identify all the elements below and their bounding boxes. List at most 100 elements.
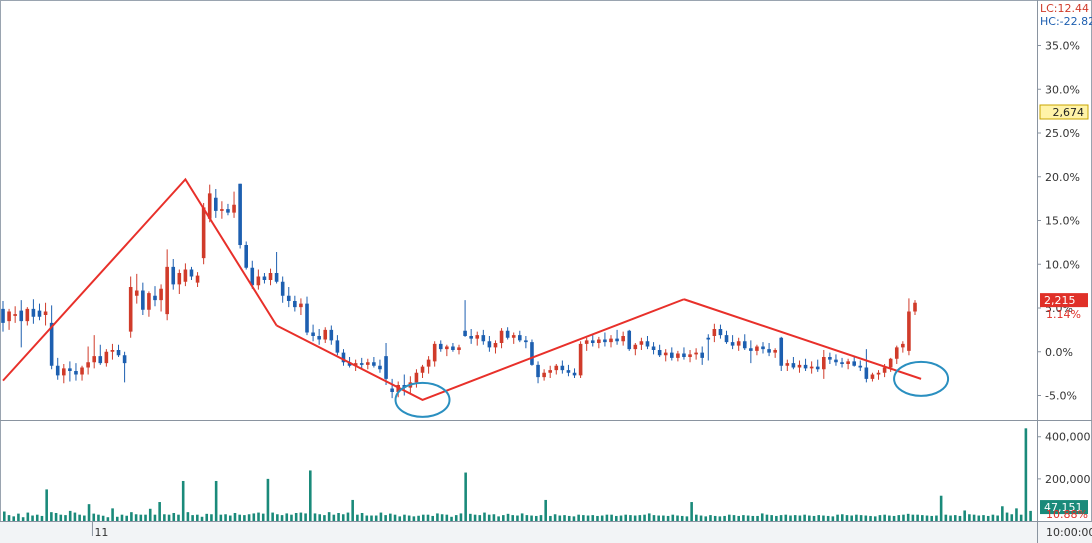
volume-bar bbox=[224, 514, 227, 521]
volume-bar bbox=[445, 514, 449, 521]
candle-body bbox=[341, 352, 346, 363]
volume-bar bbox=[92, 513, 96, 521]
volume-bar bbox=[1019, 514, 1023, 521]
volume-bar bbox=[191, 515, 194, 521]
candle-body bbox=[475, 335, 480, 339]
candle-body bbox=[785, 363, 790, 366]
candle-body bbox=[74, 371, 78, 375]
price-pane bbox=[1, 183, 917, 399]
volume-bar bbox=[379, 512, 383, 521]
volume-bar bbox=[464, 472, 467, 521]
candle-body bbox=[815, 366, 820, 370]
volume-bar bbox=[219, 514, 223, 521]
volume-bar bbox=[897, 515, 901, 521]
volume-bar bbox=[87, 504, 91, 521]
volume-bar bbox=[949, 515, 952, 521]
volume-bar bbox=[365, 515, 369, 521]
volume-bar bbox=[633, 515, 637, 521]
candle-body bbox=[907, 311, 911, 351]
volume-bar bbox=[214, 480, 218, 521]
volume-bar bbox=[1001, 506, 1004, 521]
volume-bar bbox=[789, 515, 792, 521]
volume-bar bbox=[290, 514, 293, 521]
candle-body bbox=[299, 303, 303, 308]
volume-bar bbox=[139, 514, 143, 521]
candle-body bbox=[159, 288, 163, 301]
volume-bar bbox=[172, 512, 176, 521]
volume-bar bbox=[210, 514, 213, 521]
candle-body bbox=[548, 370, 552, 373]
volume-bar bbox=[572, 516, 576, 521]
volume-bar bbox=[374, 515, 378, 521]
volume-bar bbox=[812, 515, 816, 521]
volume-bar bbox=[553, 514, 557, 521]
volume-bar bbox=[760, 513, 764, 521]
volume-bar bbox=[544, 499, 547, 521]
volume-bar bbox=[982, 515, 985, 521]
volume-bar bbox=[586, 515, 590, 521]
volume-bar bbox=[953, 515, 957, 521]
y-tick-label: -5.0% bbox=[1045, 390, 1077, 403]
volume-bar bbox=[153, 514, 157, 521]
volume-bar bbox=[59, 514, 63, 521]
volume-bar bbox=[888, 515, 891, 521]
candle-body bbox=[80, 367, 84, 375]
volume-bar bbox=[83, 515, 86, 521]
volume-bar bbox=[473, 514, 477, 521]
candle-body bbox=[280, 281, 285, 296]
candle-body bbox=[755, 346, 759, 351]
candle-body bbox=[244, 245, 248, 268]
candle-body bbox=[524, 340, 528, 343]
candle-body bbox=[256, 276, 261, 286]
candle-body bbox=[268, 273, 273, 280]
candle-body bbox=[293, 301, 297, 308]
volume-bar bbox=[563, 515, 566, 521]
volume-bar bbox=[671, 514, 675, 521]
volume-bar bbox=[50, 512, 53, 521]
candle-body bbox=[147, 293, 151, 310]
candle-body bbox=[305, 303, 309, 333]
volume-bar bbox=[539, 515, 543, 521]
candle-body bbox=[530, 342, 534, 365]
candle-body bbox=[378, 365, 382, 370]
volume-bar bbox=[436, 513, 439, 521]
volume-bar bbox=[73, 512, 77, 521]
volume-bar bbox=[577, 514, 580, 521]
volume-pct-label: 10.88% bbox=[1046, 508, 1088, 521]
volume-bar bbox=[177, 514, 180, 521]
candle-body bbox=[688, 354, 692, 357]
volume-bar bbox=[968, 514, 971, 521]
volume-bar bbox=[690, 502, 693, 521]
candle-body bbox=[657, 350, 662, 356]
volume-bar bbox=[398, 516, 402, 521]
candle-body bbox=[311, 332, 315, 336]
volume-bar bbox=[534, 515, 538, 521]
candle-body bbox=[420, 366, 425, 373]
candle-body bbox=[511, 335, 516, 338]
candle-body bbox=[724, 335, 729, 343]
volume-bar bbox=[412, 516, 416, 521]
volume-bar bbox=[638, 515, 642, 521]
volume-bar bbox=[822, 515, 825, 521]
candle-body bbox=[122, 355, 127, 364]
volume-bar bbox=[426, 514, 430, 521]
volume-bar bbox=[991, 514, 995, 521]
volume-bar bbox=[97, 514, 100, 521]
volume-bar bbox=[582, 515, 585, 521]
highlight-circle bbox=[893, 360, 950, 397]
volume-bar bbox=[294, 512, 298, 521]
volume-bar bbox=[478, 515, 482, 521]
candle-body bbox=[68, 368, 72, 371]
candle-body bbox=[615, 338, 619, 342]
candle-body bbox=[1, 308, 5, 323]
volume-bar bbox=[417, 515, 420, 521]
volume-bar bbox=[591, 515, 595, 521]
volume-bar bbox=[351, 499, 354, 521]
volume-bar bbox=[596, 515, 599, 521]
candle-body bbox=[438, 343, 443, 350]
volume-bar bbox=[459, 513, 463, 521]
volume-bar bbox=[115, 516, 119, 521]
volume-bar bbox=[742, 515, 745, 521]
